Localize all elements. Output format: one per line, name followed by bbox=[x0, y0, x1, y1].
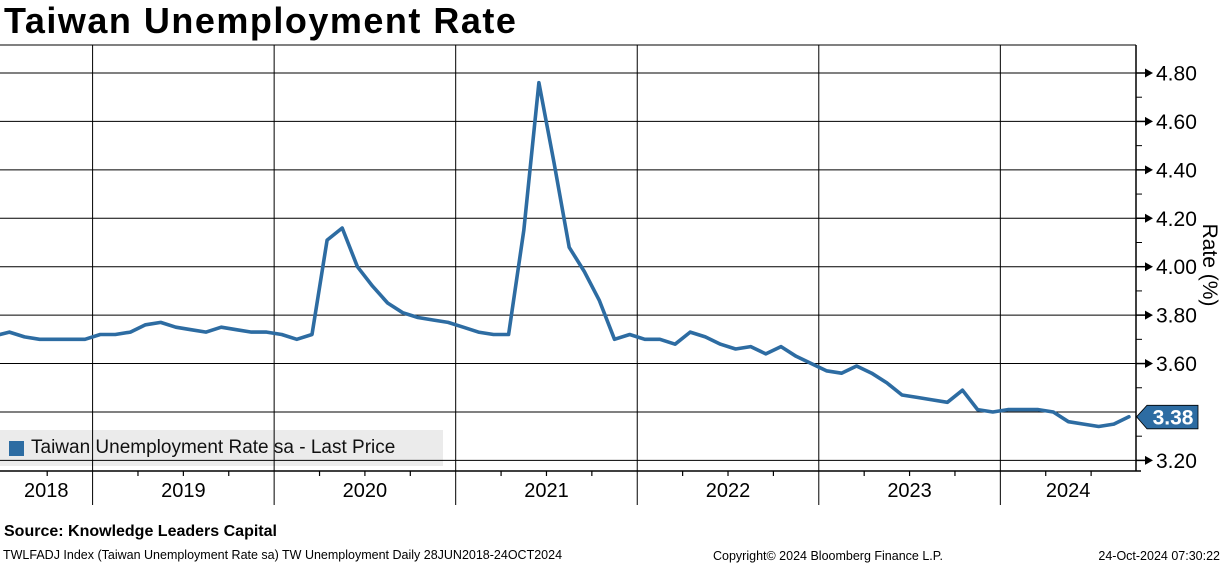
x-axis-year-label: 2023 bbox=[887, 480, 932, 502]
footer-timestamp: 24-Oct-2024 07:30:22 bbox=[1098, 549, 1220, 563]
y-axis-tick-label: 4.20 bbox=[1156, 208, 1197, 231]
last-price-badge: 3.38 bbox=[1135, 404, 1199, 430]
y-axis-tick-label: 4.80 bbox=[1156, 63, 1197, 86]
source-line: Source: Knowledge Leaders Capital bbox=[4, 523, 277, 540]
x-axis-year-label: 2018 bbox=[24, 480, 69, 502]
axes bbox=[0, 45, 1141, 472]
tick-arrow-icon bbox=[1145, 310, 1153, 320]
tick-arrow-icon bbox=[1145, 116, 1153, 126]
y-axis-tick-label: 3.60 bbox=[1156, 353, 1197, 376]
x-axis-year-labels: 2018 2019 2020 2021 2022 2023 2024 bbox=[24, 480, 1090, 502]
x-axis-year-label: 2019 bbox=[161, 480, 206, 502]
legend-label: Taiwan Unemployment Rate sa - Last Price bbox=[31, 437, 396, 458]
y-axis-ticks: 4.80 4.60 4.40 4.20 4.00 3.80 3.60 3.20 bbox=[1136, 63, 1197, 473]
footer-ticker-info: TWLFADJ Index (Taiwan Unemployment Rate … bbox=[3, 548, 563, 562]
legend: Taiwan Unemployment Rate sa - Last Price bbox=[0, 430, 443, 466]
gridlines bbox=[0, 44, 1136, 505]
tick-arrow-icon bbox=[1145, 213, 1153, 223]
tick-arrow-icon bbox=[1145, 68, 1153, 78]
y-axis-tick-label: 4.00 bbox=[1156, 256, 1197, 279]
data-line-taiwan-unemployment bbox=[0, 80, 1131, 429]
tick-arrow-icon bbox=[1145, 165, 1153, 175]
x-axis-year-label: 2020 bbox=[343, 480, 388, 502]
x-axis-year-label: 2021 bbox=[524, 480, 569, 502]
y-axis-tick-label: 4.60 bbox=[1156, 111, 1197, 134]
y-axis-tick-label: 3.80 bbox=[1156, 305, 1197, 328]
legend-swatch-icon bbox=[9, 440, 24, 456]
x-axis-year-label: 2024 bbox=[1046, 480, 1091, 502]
x-axis-minor-ticks bbox=[46, 471, 1092, 476]
tick-arrow-icon bbox=[1145, 455, 1153, 465]
tick-arrow-icon bbox=[1145, 359, 1153, 369]
x-axis-year-label: 2022 bbox=[706, 480, 751, 502]
y-axis-tick-label: 3.20 bbox=[1156, 450, 1197, 473]
last-price-value: 3.38 bbox=[1153, 406, 1194, 429]
footer-copyright: Copyright© 2024 Bloomberg Finance L.P. bbox=[713, 549, 943, 563]
tick-arrow-icon bbox=[1145, 262, 1153, 272]
y-axis-title: Rate (%) bbox=[1198, 224, 1221, 307]
badge-arrow-shape bbox=[1135, 404, 1199, 430]
y-axis-tick-label: 4.40 bbox=[1156, 159, 1197, 182]
chart-title: Taiwan Unemployment Rate bbox=[4, 0, 518, 41]
